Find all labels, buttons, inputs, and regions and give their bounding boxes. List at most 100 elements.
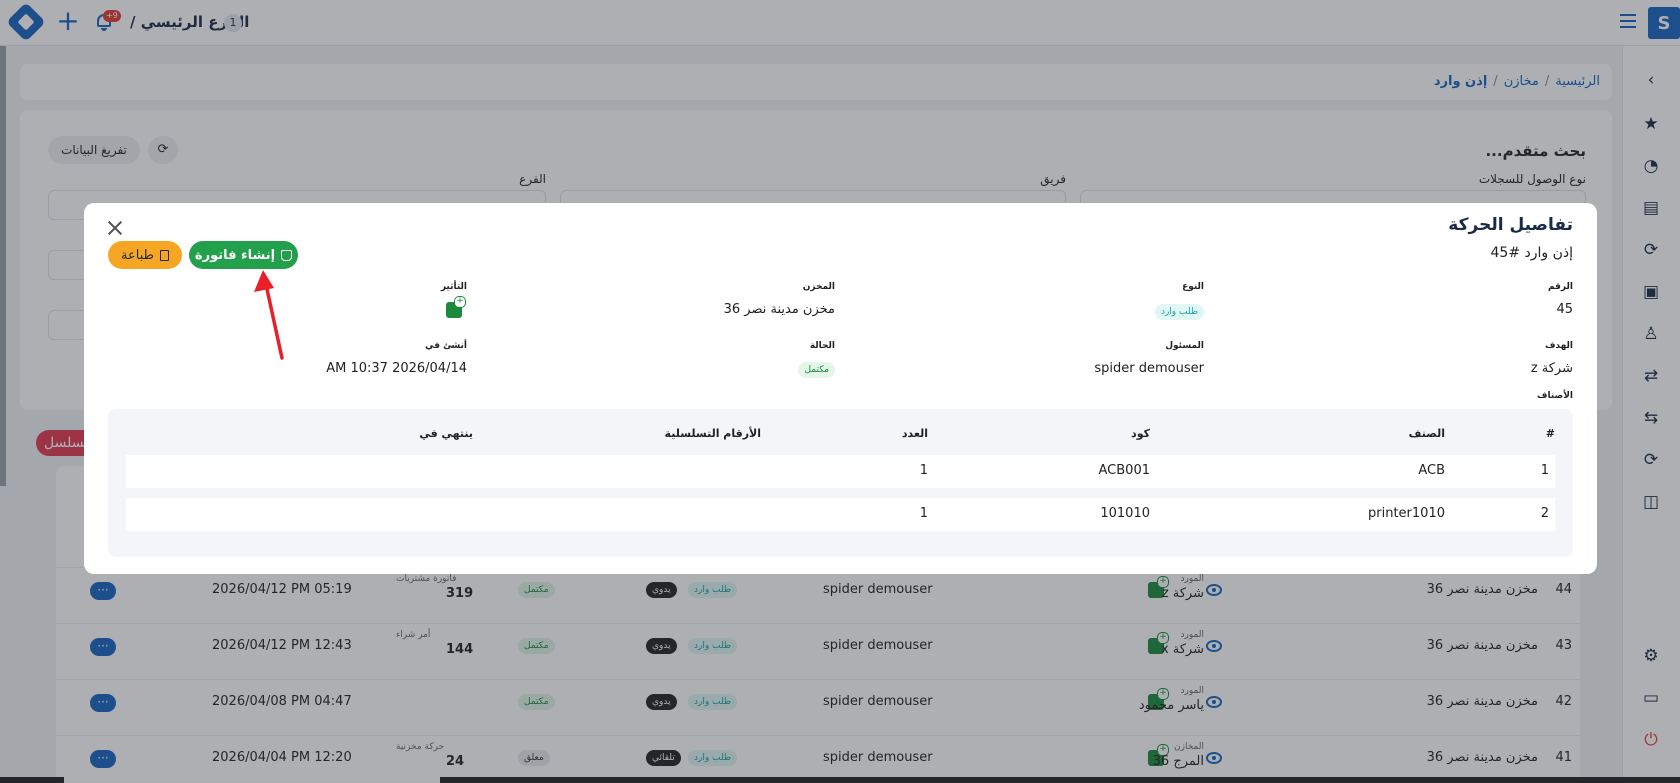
reset-data-button[interactable]: تفريغ البيانات xyxy=(48,136,140,164)
row-date: 2026/04/12 PM 05:19 xyxy=(212,582,352,597)
settings-icon[interactable]: ⚙ xyxy=(1643,646,1659,666)
row-type-tag: طلب وارد xyxy=(688,750,738,766)
close-icon[interactable] xyxy=(106,219,124,237)
row-ref-number: 24 xyxy=(446,754,465,769)
list-item[interactable]: 43 مخزن مدينة نصر 36 المورد شركة x spider de… xyxy=(56,623,1580,669)
right-sidebar: ‹ ★ ◔ ▤ ⟳ ▣ ♙ ⇄ ⇆ ⟳ ◫ ⚙ ▭ ⏻ xyxy=(1622,46,1680,783)
row-party-label: المورد xyxy=(1180,574,1204,584)
col-code: كود xyxy=(1131,427,1150,440)
create-invoice-button[interactable]: إنشاء فاتورة xyxy=(189,241,298,269)
row-user: spider demouser xyxy=(823,638,933,653)
row-party: المرج 36 xyxy=(1152,754,1204,769)
row-mode-tag: يدوي xyxy=(646,694,677,710)
chair-icon[interactable]: ♙ xyxy=(1643,324,1659,344)
report-icon[interactable]: ◫ xyxy=(1642,492,1660,512)
responsible-label: المسئول xyxy=(1165,341,1204,351)
breadcrumb-home[interactable]: الرئيسية xyxy=(1555,74,1600,89)
modal-subtitle: إذن وارد #45 xyxy=(1490,245,1573,261)
row-type-tag: طلب وارد xyxy=(688,638,738,654)
col-serials: الأرقام التسلسلية xyxy=(664,427,761,440)
row-party-label: المورد xyxy=(1180,686,1204,696)
print-button[interactable]: طباعة xyxy=(108,241,182,269)
more-actions-button[interactable]: ··· xyxy=(90,694,116,712)
table-row: 1 ACB ACB001 1 xyxy=(126,455,1555,488)
list-item[interactable]: 44 مخزن مدينة نصر 36 المورد شركة z spider de… xyxy=(56,567,1580,613)
stock-in-icon xyxy=(1148,744,1169,766)
row-qty: 1 xyxy=(919,463,928,478)
target-label: الهدف xyxy=(1544,341,1573,351)
row-party-label: المخازن xyxy=(1174,742,1204,752)
row-date: 2026/04/08 PM 04:47 xyxy=(212,694,352,709)
breadcrumb-current: إذن وارد xyxy=(1433,74,1488,89)
refresh-icon[interactable]: ⟳ xyxy=(1643,450,1659,470)
print-label: طباعة xyxy=(121,247,154,263)
transfer-in-icon[interactable]: ⇄ xyxy=(1643,366,1659,386)
eye-icon[interactable] xyxy=(1206,640,1222,652)
row-warehouse: مخزن مدينة نصر 36 xyxy=(1426,582,1538,597)
eye-icon[interactable] xyxy=(1206,696,1222,708)
status-label: الحالة xyxy=(809,341,835,351)
page-scrollbar[interactable] xyxy=(0,46,6,486)
row-type-tag: طلب وارد xyxy=(688,694,738,710)
eye-icon[interactable] xyxy=(1206,752,1222,764)
breadcrumb: الرئيسية/مخازن/إذن وارد xyxy=(1433,74,1600,89)
add-icon[interactable]: + xyxy=(56,4,80,37)
row-user: spider demouser xyxy=(823,750,933,765)
created-label: أنشئ في xyxy=(424,341,467,351)
col-item: الصنف xyxy=(1408,427,1445,440)
movement-details-modal: تفاصيل الحركة إذن وارد #45 إنشاء فاتورة … xyxy=(84,203,1597,574)
row-item: ACB xyxy=(1418,463,1445,478)
row-date: 2026/04/12 PM 12:43 xyxy=(212,638,352,653)
warehouse-value: مخزن مدينة نصر 36 xyxy=(723,302,835,317)
more-actions-button[interactable]: ··· xyxy=(90,750,116,768)
row-mode-tag: يدوي xyxy=(646,638,677,654)
number-value: 45 xyxy=(1556,302,1573,317)
chevron-left-icon[interactable]: ‹ xyxy=(1647,70,1655,90)
type-badge: طلب وارد xyxy=(1154,304,1204,320)
eye-icon[interactable] xyxy=(1206,584,1222,596)
row-warehouse: مخزن مدينة نصر 36 xyxy=(1426,750,1538,765)
horizontal-scrollbar[interactable] xyxy=(0,777,1680,783)
row-item: printer1010 xyxy=(1368,506,1445,521)
window-icon[interactable]: ▭ xyxy=(1642,688,1660,708)
stock-in-icon xyxy=(1148,576,1169,598)
row-number: 41 xyxy=(1555,750,1572,765)
row-mode-tag: تلقائي xyxy=(646,750,681,766)
power-icon[interactable]: ⏻ xyxy=(1644,730,1658,750)
stock-in-icon xyxy=(446,296,466,318)
create-invoice-label: إنشاء فاتورة xyxy=(194,247,276,263)
sync-icon[interactable]: ⟳ xyxy=(1643,240,1659,260)
row-party-label: المورد xyxy=(1180,630,1204,640)
row-mode-tag: يدوي xyxy=(646,582,677,598)
advanced-search-toggle[interactable]: بحث متقدم... xyxy=(1485,142,1586,160)
star-icon[interactable]: ★ xyxy=(1643,114,1659,134)
row-warehouse: مخزن مدينة نصر 36 xyxy=(1426,638,1538,653)
brand-logo-icon[interactable]: S xyxy=(1648,7,1680,39)
list-item[interactable]: 41 مخزن مدينة نصر 36 المخازن المرج 36 spider… xyxy=(56,735,1580,781)
refresh-button[interactable]: ⟳ xyxy=(148,136,178,164)
more-actions-button[interactable]: ··· xyxy=(90,638,116,656)
row-user: spider demouser xyxy=(823,582,933,597)
hamburger-menu-icon[interactable] xyxy=(1620,14,1636,28)
branch-number-badge: 1 xyxy=(224,14,242,32)
cash-register-icon[interactable]: ▤ xyxy=(1642,198,1660,218)
transfer-out-icon[interactable]: ⇆ xyxy=(1643,408,1659,428)
stock-in-icon xyxy=(1148,688,1169,710)
breadcrumb-card: الرئيسية/مخازن/إذن وارد xyxy=(20,64,1612,100)
warehouse-label: المخزن xyxy=(802,282,835,292)
type-label: النوع xyxy=(1182,282,1204,292)
items-label: الأصناف xyxy=(1537,391,1573,401)
list-item[interactable]: 42 مخزن مدينة نصر 36 المورد ياسر محمود spide… xyxy=(56,679,1580,725)
breadcrumb-section[interactable]: مخازن xyxy=(1503,74,1539,89)
row-ref-label: حركة مخزنية xyxy=(396,742,445,752)
modal-title: تفاصيل الحركة xyxy=(1448,215,1573,235)
responsible-value: spider demouser xyxy=(1094,361,1204,376)
more-actions-button[interactable]: ··· xyxy=(90,582,116,600)
printer-icon xyxy=(159,249,169,261)
speedometer-icon[interactable]: ◔ xyxy=(1643,156,1659,176)
branch-name[interactable]: الفرع الرئيسي / xyxy=(130,13,250,31)
number-label: الرقم xyxy=(1547,282,1573,292)
col-index: # xyxy=(1545,427,1555,440)
stock-in-icon xyxy=(1148,632,1169,654)
receipt-icon[interactable]: ▣ xyxy=(1642,282,1660,302)
